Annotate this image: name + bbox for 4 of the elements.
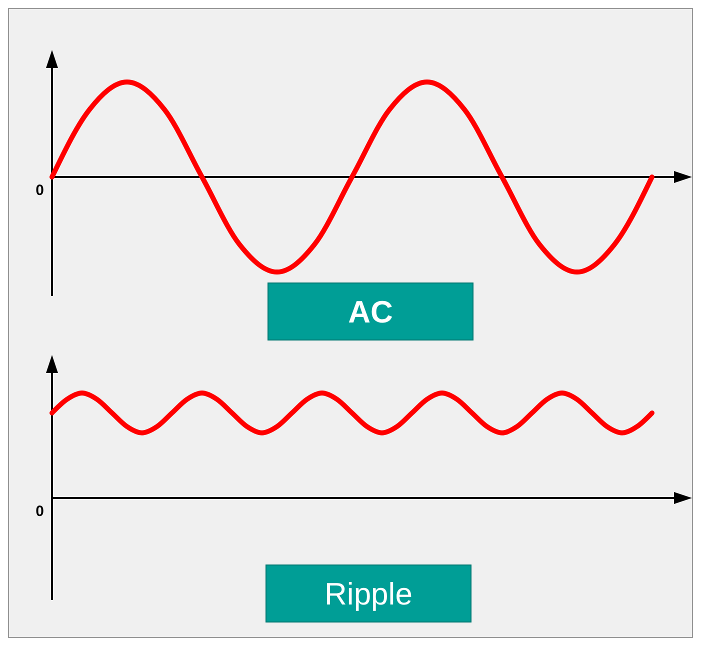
text: 0 bbox=[36, 182, 44, 199]
text: 0 bbox=[36, 503, 44, 520]
text: Ripple bbox=[324, 576, 412, 612]
text: AC bbox=[348, 294, 393, 330]
